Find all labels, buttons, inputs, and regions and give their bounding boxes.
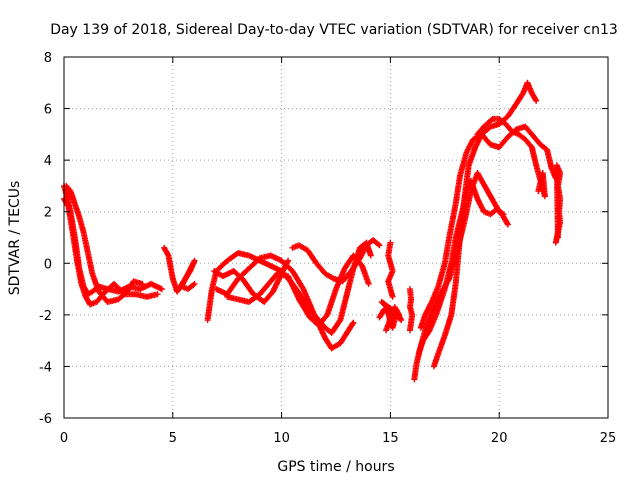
data-point [500,211,507,218]
x-tick-label: 15 [382,431,399,446]
y-tick-label: 8 [44,51,52,66]
data-point [350,319,357,326]
y-tick-label: 2 [44,206,52,221]
data-series [211,257,292,305]
data-series [161,244,198,295]
y-tick-label: -4 [39,360,52,375]
data-series [289,237,383,285]
data-point [406,327,413,334]
data-point [554,234,561,241]
data-series [63,182,146,305]
x-axis-label: GPS time / hours [277,459,394,475]
chart-title: Day 139 of 2018, Sidereal Day-to-day VTE… [50,22,618,38]
data-point [488,116,495,123]
plot-frame [63,56,609,419]
data-series [376,298,405,334]
x-tick-label: 10 [273,431,290,446]
data-point [191,280,198,287]
axis-ticks: 0 5 10 15 20 25 -6 -4 -2 0 2 4 6 8 [39,51,616,446]
data-series [213,252,357,352]
data-point [139,280,146,287]
data-point [383,327,390,334]
data-series [417,123,559,331]
data-point [64,202,71,209]
x-tick-label: 0 [60,431,68,446]
data-series [430,79,540,370]
data-point [504,221,511,228]
y-tick-label: 4 [44,154,52,169]
data-series [406,286,416,334]
data-series [474,115,548,200]
data-series [385,239,396,300]
data-point [285,257,292,264]
data-series [552,162,564,246]
data-point [533,97,540,104]
y-tick-label: -6 [39,412,52,427]
x-tick-label: 20 [491,431,508,446]
data-point [367,252,374,259]
data-point [532,96,539,103]
x-tick-label: 5 [169,431,177,446]
data-point [365,280,372,287]
y-tick-label: 0 [44,257,52,272]
data-point [504,220,511,227]
x-tick-label: 25 [600,431,617,446]
data-point [336,318,343,325]
y-axis-label: SDTVAR / TECUs [7,181,23,296]
grid [64,57,608,418]
data-point [349,320,356,327]
data-point [389,293,396,300]
plot-area [61,79,564,383]
y-tick-label: 6 [44,103,52,118]
data-point [535,188,542,195]
y-tick-label: -2 [39,309,52,324]
data-point [376,242,383,249]
data-point [158,286,165,293]
data-point [154,291,161,298]
data-point [164,251,171,258]
